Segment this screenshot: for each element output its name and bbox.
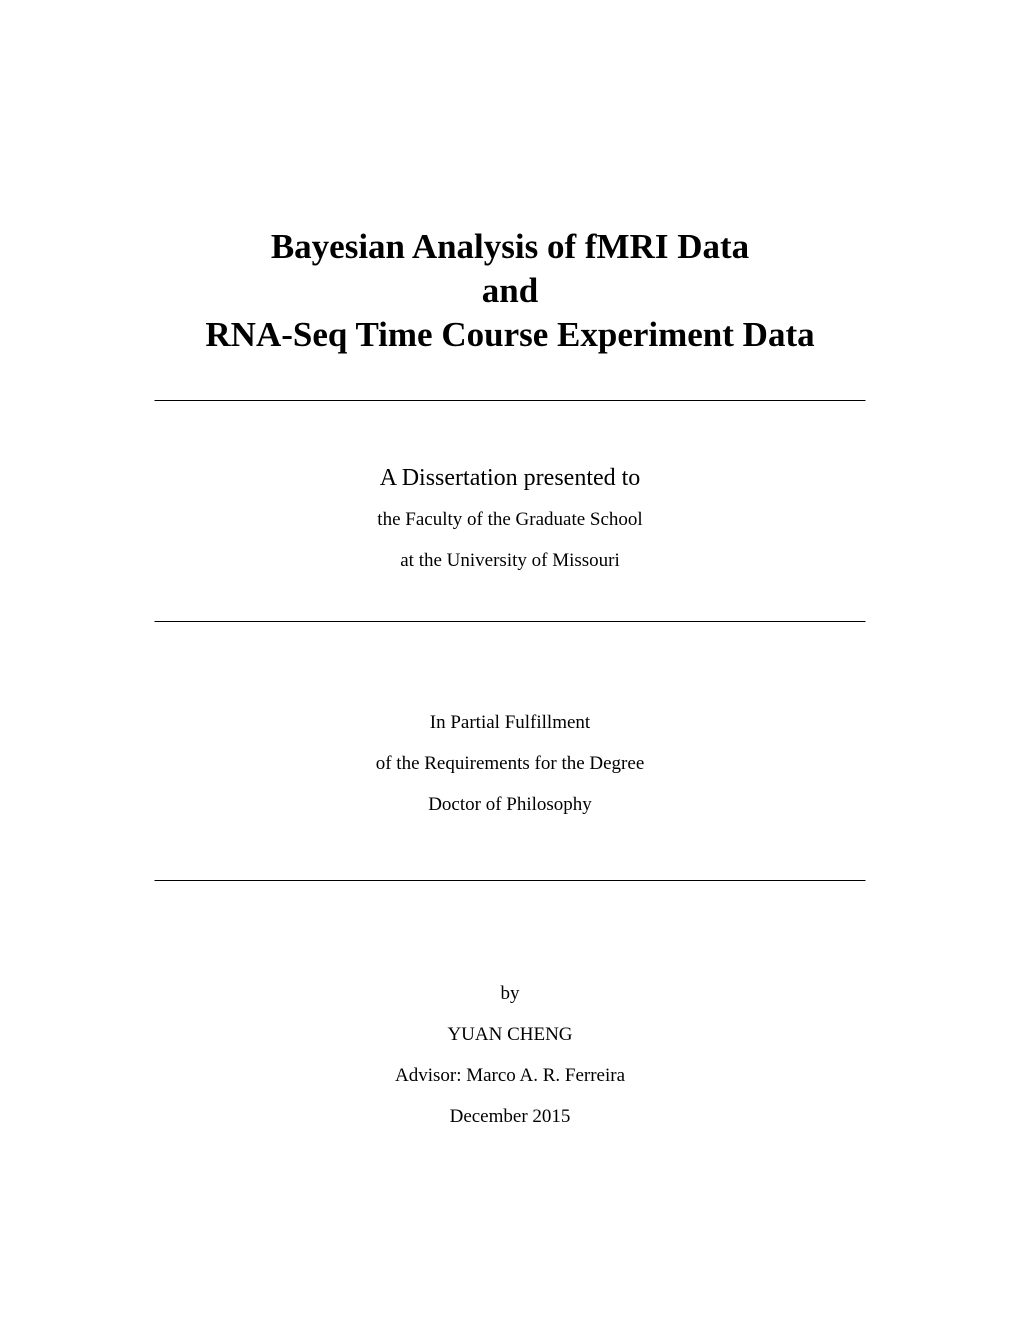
title-line-3: RNA-Seq Time Course Experiment Data xyxy=(0,313,1020,357)
divider-rule-3 xyxy=(155,880,866,881)
presented-to-line-2: the Faculty of the Graduate School xyxy=(0,509,1020,531)
fulfillment-line-1: In Partial Fulfillment xyxy=(0,712,1020,734)
presented-to-line-1: A Dissertation presented to xyxy=(0,465,1020,492)
fulfillment-line-2: of the Requirements for the Degree xyxy=(0,753,1020,775)
fulfillment-line-3: Doctor of Philosophy xyxy=(0,794,1020,816)
author-name: YUAN CHENG xyxy=(0,1024,1020,1046)
fulfillment-block: In Partial Fulfillment of the Requiremen… xyxy=(0,712,1020,816)
divider-rule-2 xyxy=(155,621,866,622)
divider-rule-1 xyxy=(155,400,866,401)
author-block: by YUAN CHENG Advisor: Marco A. R. Ferre… xyxy=(0,983,1020,1128)
presented-to-line-3: at the University of Missouri xyxy=(0,550,1020,572)
title-block: Bayesian Analysis of fMRI Data and RNA-S… xyxy=(0,225,1020,356)
date-line: December 2015 xyxy=(0,1106,1020,1128)
by-label: by xyxy=(0,983,1020,1005)
presented-to-block: A Dissertation presented to the Faculty … xyxy=(0,465,1020,572)
title-line-2: and xyxy=(0,269,1020,313)
title-line-1: Bayesian Analysis of fMRI Data xyxy=(0,225,1020,269)
advisor-line: Advisor: Marco A. R. Ferreira xyxy=(0,1065,1020,1087)
